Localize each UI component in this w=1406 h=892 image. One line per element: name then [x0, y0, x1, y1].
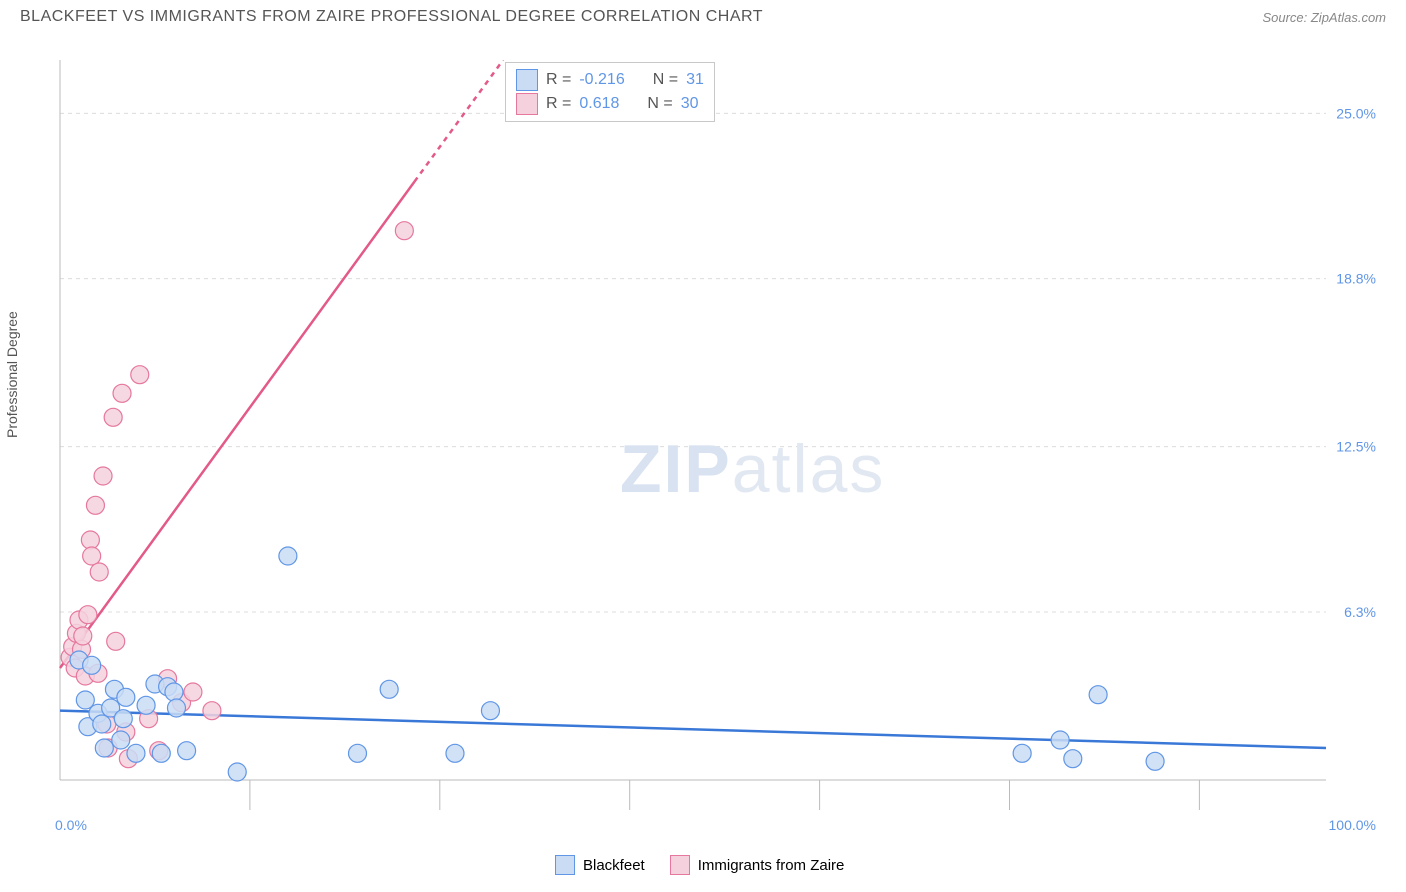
- r-label: R =: [546, 95, 571, 113]
- legend-row-zaire: R = 0.618 N = 30: [516, 93, 704, 115]
- r-value-blackfeet: -0.216: [579, 71, 624, 89]
- svg-text:6.3%: 6.3%: [1344, 604, 1376, 620]
- n-label: N =: [647, 95, 672, 113]
- source-label: Source: ZipAtlas.com: [1262, 10, 1386, 25]
- n-value-zaire: 30: [681, 95, 699, 113]
- swatch-blackfeet-icon: [555, 855, 575, 875]
- svg-text:100.0%: 100.0%: [1329, 817, 1376, 833]
- n-value-blackfeet: 31: [686, 71, 704, 89]
- svg-text:18.8%: 18.8%: [1336, 271, 1376, 287]
- n-label: N =: [653, 71, 678, 89]
- swatch-zaire-icon: [670, 855, 690, 875]
- chart-title: BLACKFEET VS IMMIGRANTS FROM ZAIRE PROFE…: [20, 8, 763, 26]
- legend-item-blackfeet: Blackfeet: [555, 855, 645, 875]
- legend-label-zaire: Immigrants from Zaire: [698, 857, 845, 874]
- series-legend: Blackfeet Immigrants from Zaire: [555, 855, 844, 875]
- y-axis-label: Professional Degree: [4, 311, 20, 438]
- legend-item-zaire: Immigrants from Zaire: [670, 855, 845, 875]
- svg-text:0.0%: 0.0%: [55, 817, 87, 833]
- r-label: R =: [546, 71, 571, 89]
- legend-row-blackfeet: R = -0.216 N = 31: [516, 69, 704, 91]
- svg-text:25.0%: 25.0%: [1336, 105, 1376, 121]
- chart-area: 6.3%12.5%18.8%25.0%0.0%100.0% ZIPatlas R…: [50, 60, 1386, 840]
- scatter-plot: 6.3% 12.5% 18.8% 25.0% 0.0% 100.0%: [50, 60, 1386, 840]
- swatch-blackfeet: [516, 69, 538, 91]
- swatch-zaire: [516, 93, 538, 115]
- svg-text:12.5%: 12.5%: [1336, 439, 1376, 455]
- legend-label-blackfeet: Blackfeet: [583, 857, 645, 874]
- correlation-legend: R = -0.216 N = 31 R = 0.618 N = 30: [505, 62, 715, 122]
- r-value-zaire: 0.618: [579, 95, 619, 113]
